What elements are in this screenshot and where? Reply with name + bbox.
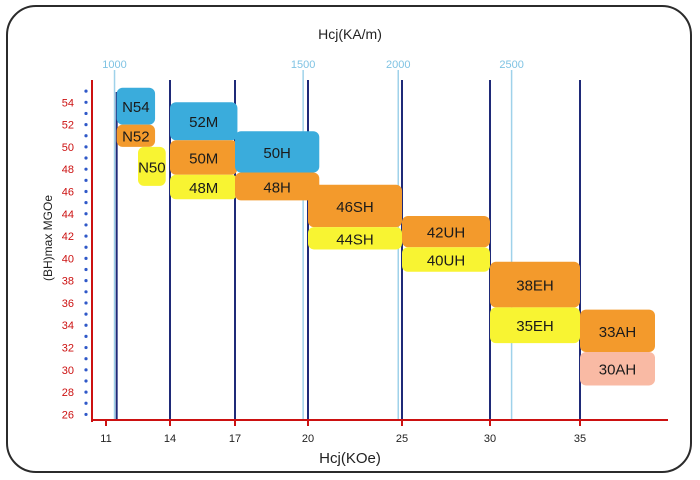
grade-bar <box>308 227 402 250</box>
grade-label: 30AH <box>599 362 637 379</box>
y-minor-tick <box>84 134 88 138</box>
x2-tick-label: 2500 <box>499 59 523 71</box>
y-minor-tick <box>84 212 88 216</box>
grade-label: 52M <box>189 114 218 131</box>
grade-bar <box>235 172 320 201</box>
y-tick-label: 52 <box>62 120 74 132</box>
x-tick-label: 35 <box>574 433 586 445</box>
grade-label: 35EH <box>516 318 554 335</box>
y-tick-label: 34 <box>62 320 74 332</box>
y-minor-tick <box>84 201 88 205</box>
y-minor-tick <box>84 323 88 327</box>
y-tick-label: 48 <box>62 164 74 176</box>
grade-bar <box>170 140 238 175</box>
x-tick-label: 11 <box>100 433 111 445</box>
grade-label: 46SH <box>336 199 374 216</box>
y-tick-label: 36 <box>62 298 74 310</box>
y-minor-tick <box>84 256 88 260</box>
y-minor-tick <box>84 122 88 127</box>
y-minor-tick <box>84 345 88 350</box>
y-minor-tick <box>84 334 88 338</box>
x2-tick-label: 1500 <box>291 59 315 71</box>
y-minor-tick <box>84 167 88 171</box>
chart-top-axis-title: Hcj(KA/m) <box>318 26 382 42</box>
y-minor-tick <box>84 223 88 227</box>
y-minor-tick <box>84 189 88 194</box>
y-minor-tick <box>84 401 88 405</box>
x-tick-label: 20 <box>302 433 314 445</box>
y-tick-label: 32 <box>62 343 74 355</box>
grade-label: 48M <box>189 180 218 197</box>
grade-label: N52 <box>122 129 150 146</box>
x2-tick-label: 1000 <box>102 59 126 71</box>
y-minor-tick <box>84 245 88 249</box>
grade-bar <box>580 309 655 352</box>
grade-label: 50M <box>189 150 218 167</box>
y-minor-tick <box>84 145 88 149</box>
y-minor-tick <box>84 234 88 238</box>
grade-label: 38EH <box>516 278 554 295</box>
y-minor-tick <box>84 301 88 305</box>
x-tick-label: 17 <box>229 433 241 445</box>
grade-bar <box>170 174 238 200</box>
x-tick-label: 14 <box>164 433 176 445</box>
grade-bar <box>402 247 490 272</box>
y-minor-tick <box>84 312 88 316</box>
y-minor-tick <box>84 290 88 294</box>
grade-bar <box>490 307 580 344</box>
y-tick-label: 50 <box>62 142 74 154</box>
y-tick-label: 30 <box>62 365 74 377</box>
grade-bar <box>308 184 402 228</box>
grade-bar <box>116 124 156 147</box>
chart-x-axis-title: Hcj(KOe) <box>319 450 381 467</box>
y-minor-tick <box>84 357 88 361</box>
x-tick-label: 30 <box>484 433 496 445</box>
y-minor-tick <box>84 111 88 116</box>
y-tick-label: 40 <box>62 253 74 265</box>
y-tick-label: 44 <box>62 209 74 221</box>
grade-label: 33AH <box>599 324 637 341</box>
y-minor-tick <box>84 368 88 372</box>
y-tick-label: 42 <box>62 231 74 243</box>
y-tick-label: 28 <box>62 387 74 399</box>
y-minor-tick <box>84 379 88 383</box>
grade-bar <box>170 102 238 141</box>
y-minor-tick <box>84 89 88 93</box>
grade-bar <box>235 131 320 173</box>
grade-bar <box>402 216 490 248</box>
grade-label: 50H <box>263 145 291 162</box>
grade-bar <box>490 261 580 308</box>
grade-bar <box>116 87 156 125</box>
y-tick-label: 46 <box>62 186 74 198</box>
grade-label: 44SH <box>336 231 374 248</box>
y-tick-label: 38 <box>62 276 74 288</box>
x2-tick-label: 2000 <box>386 59 410 71</box>
grade-label: N50 <box>138 159 166 176</box>
grade-label: 48H <box>263 179 291 196</box>
grade-label: 40UH <box>427 252 465 269</box>
y-tick-label: 26 <box>62 409 74 421</box>
grade-label: N54 <box>122 99 150 116</box>
y-minor-tick <box>84 390 88 394</box>
y-minor-tick <box>84 279 88 283</box>
y-tick-label: 54 <box>62 97 74 109</box>
x-tick-label: 25 <box>396 433 408 445</box>
y-minor-tick <box>84 412 88 417</box>
grade-label: 42UH <box>427 225 465 242</box>
y-minor-tick <box>84 100 88 104</box>
grade-bar <box>580 352 655 386</box>
y-minor-tick <box>84 156 88 160</box>
y-minor-tick <box>84 178 88 182</box>
grade-bar <box>138 146 166 186</box>
y-minor-tick <box>84 267 88 272</box>
